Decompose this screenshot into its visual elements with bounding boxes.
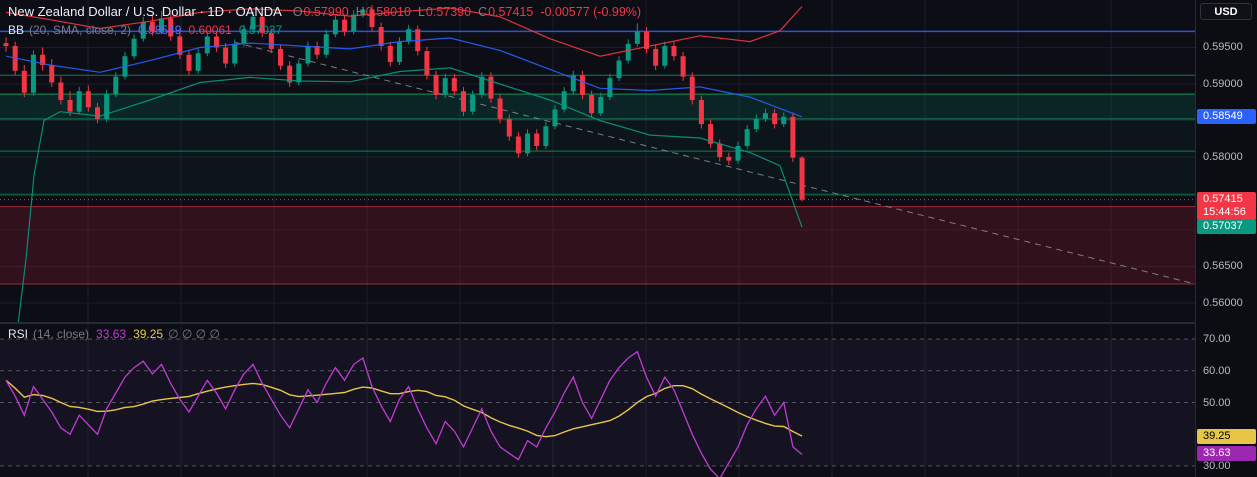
bb-indicator-name: BB <box>8 23 25 37</box>
bb-lower-value: 0.57037 <box>238 23 283 37</box>
rsi-ma-value: 39.25 <box>133 327 164 341</box>
rsi-chart-canvas[interactable] <box>0 323 1195 477</box>
rsi-empty-slots: ∅ ∅ ∅ ∅ <box>168 327 220 341</box>
symbol-title[interactable]: New Zealand Dollar / U.S. Dollar · 1D · … <box>8 4 282 19</box>
axis-label: 50.00 <box>1203 396 1231 409</box>
main-chart-canvas[interactable] <box>0 0 1195 323</box>
bb-indicator-legend[interactable]: BB (20, SMA, close, 2) 0.58549 0.60061 0… <box>8 23 641 37</box>
axis-label: 70.00 <box>1203 333 1231 345</box>
axis-price-badge: 0.58549 <box>1197 108 1256 124</box>
price-change: -0.00577 (-0.99%) <box>540 5 642 19</box>
rsi-indicator-name: RSI <box>8 327 29 341</box>
symbol-legend[interactable]: New Zealand Dollar / U.S. Dollar · 1D · … <box>8 4 641 37</box>
axis-price-badge: 0.57415 15:44:56 <box>1197 191 1256 220</box>
axis-price-badge: 39.25 <box>1197 428 1256 444</box>
countdown-timer: 15:44:56 <box>1203 205 1246 218</box>
rsi-current-value: 33.63 <box>96 327 127 341</box>
axis-label: 60.00 <box>1203 364 1231 377</box>
bb-indicator-params: (20, SMA, close, 2) <box>29 23 132 37</box>
axis-label: 0.59000 <box>1203 77 1243 90</box>
price-axis[interactable]: USD 0.59500 0.59000 0.58000 0.56500 0.56000 0… <box>1195 0 1257 477</box>
axis-label: 30.00 <box>1203 460 1231 472</box>
axis-label: 0.59500 <box>1203 41 1243 54</box>
ohlc-close-label: C <box>478 5 488 19</box>
ohlc-low-label: L <box>417 5 425 19</box>
rsi-indicator-params: (14, close) <box>33 327 90 341</box>
ohlc-high-value: 0.58010 <box>365 5 411 19</box>
pane-separator[interactable] <box>0 322 1195 324</box>
ohlc-open-label: O <box>292 5 303 19</box>
currency-usd-button[interactable]: USD <box>1200 3 1252 20</box>
ohlc-high-label: H <box>355 5 365 19</box>
axis-price-badge: 0.57037 <box>1197 219 1256 235</box>
axis-label: 0.56000 <box>1203 296 1243 309</box>
ohlc-low-value: 0.57390 <box>425 5 472 19</box>
axis-label: 0.58000 <box>1203 150 1243 163</box>
axis-label: 0.56500 <box>1203 260 1243 273</box>
bb-basis-value: 0.58549 <box>138 23 182 37</box>
ohlc-close-value: 0.57415 <box>488 5 534 19</box>
ohlc-open-value: 0.57990 <box>303 5 349 19</box>
bb-upper-value: 0.60061 <box>188 23 232 37</box>
axis-price-badge: 33.63 <box>1197 446 1256 462</box>
rsi-indicator-legend[interactable]: RSI (14, close) 33.63 39.25 ∅ ∅ ∅ ∅ <box>8 327 220 341</box>
